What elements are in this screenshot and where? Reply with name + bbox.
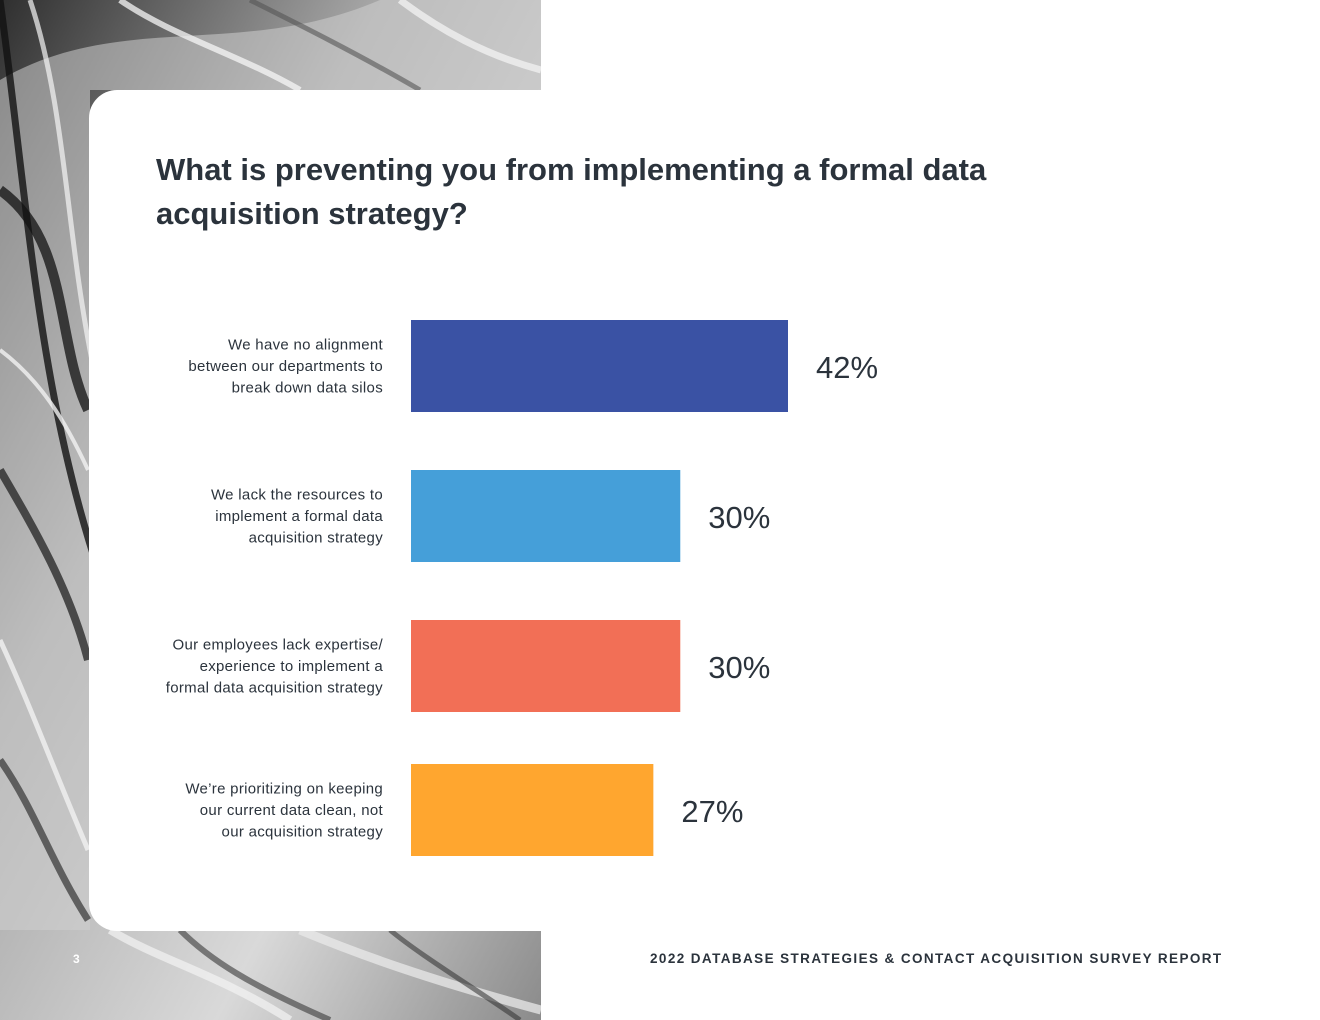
category-label: our current data clean, not [200,802,384,819]
page-number: 3 [73,952,80,966]
bar-value-label: 27% [681,794,743,829]
chart-bar [411,320,788,412]
chart-bar [411,470,681,562]
category-label: implement a formal data [215,508,383,525]
category-label: We lack the resources to [211,487,383,504]
category-label: between our departments to [188,358,383,375]
bar-value-label: 30% [708,650,770,685]
category-label: experience to implement a [200,658,384,675]
category-label: break down data silos [232,380,383,397]
chart-title: What is preventing you from implementing… [156,152,987,231]
chart-card: What is preventing you from implementing… [89,90,1320,931]
category-label: We have no alignment [228,337,384,354]
bar-value-label: 42% [816,350,878,385]
category-label: formal data acquisition strategy [166,680,383,697]
chart-bar [411,620,681,712]
category-label: We’re prioritizing on keeping [185,781,383,798]
category-label: Our employees lack expertise/ [173,637,384,654]
bar-value-label: 30% [708,500,770,535]
category-label: acquisition strategy [249,530,384,547]
chart-bar [411,764,654,856]
report-footer-title: 2022 DATABASE STRATEGIES & CONTACT ACQUI… [650,951,1223,966]
category-label: our acquisition strategy [222,824,384,841]
